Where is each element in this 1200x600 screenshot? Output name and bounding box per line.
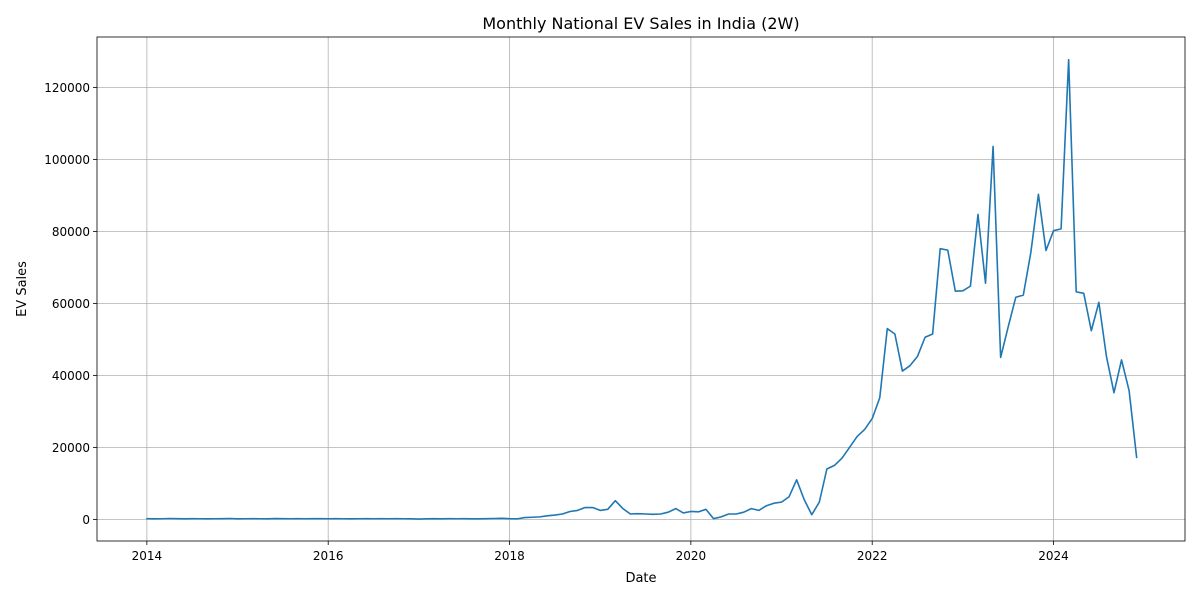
grid [97,37,1185,541]
x-tick-label: 2014 [132,549,163,563]
x-tick-label: 2016 [313,549,344,563]
y-tick-label: 80000 [52,225,90,239]
y-tick-label: 100000 [44,153,90,167]
y-tick-label: 0 [82,513,90,527]
axis-ticks: 2014 2016 2018 2020 2022 2024 0 20000 40000 60000… [44,81,1069,563]
x-tick-label: 2018 [494,549,525,563]
x-axis-label: Date [625,571,656,586]
x-tick-label: 2022 [857,549,888,563]
series-layer [146,58,1138,520]
series-line-ev-sales [146,58,1138,520]
x-tick-label: 2020 [676,549,707,563]
plot-frame [96,36,1186,542]
y-tick-label: 60000 [52,297,90,311]
y-tick-label: 120000 [44,81,90,95]
y-tick-label: 20000 [52,441,90,455]
y-axis-label: EV Sales [15,261,30,317]
y-tick-label: 40000 [52,369,90,383]
x-tick-label: 2024 [1038,549,1069,563]
chart-title: Monthly National EV Sales in India (2W) [482,14,799,33]
